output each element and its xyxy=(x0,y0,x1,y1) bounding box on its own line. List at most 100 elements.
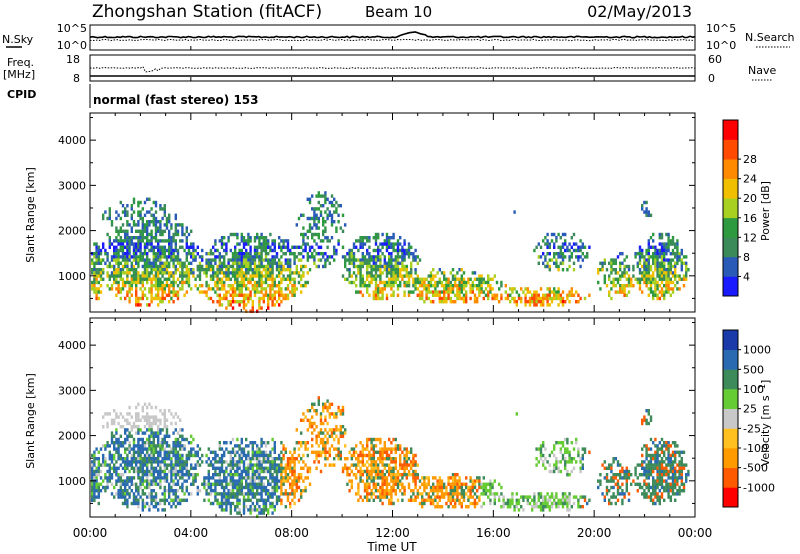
heatmap-cell xyxy=(157,239,160,243)
heatmap-cell xyxy=(253,476,257,480)
heatmap-cell xyxy=(458,290,461,294)
heatmap-cell xyxy=(179,428,182,432)
heatmap-cell xyxy=(223,476,226,480)
heatmap-cell xyxy=(260,296,263,301)
heatmap-cell xyxy=(306,229,309,233)
heatmap-cell xyxy=(315,207,318,211)
heatmap-cell xyxy=(242,466,246,470)
heatmap-cell xyxy=(157,431,160,435)
heatmap-cell xyxy=(187,457,191,461)
heatmap-cell xyxy=(443,271,446,275)
heatmap-cell xyxy=(108,210,111,214)
heatmap-cell xyxy=(214,284,217,288)
heatmap-cell xyxy=(436,271,439,275)
heatmap-cell xyxy=(218,482,221,486)
heatmap-cell xyxy=(130,428,133,432)
heatmap-cell xyxy=(216,268,219,272)
heatmap-cell xyxy=(106,258,109,262)
heatmap-cell xyxy=(212,463,215,467)
heatmap-cell xyxy=(616,255,620,259)
heatmap-cell xyxy=(621,274,624,278)
heatmap-cell xyxy=(445,485,448,490)
heatmap-cell xyxy=(245,287,248,291)
heatmap-cell xyxy=(172,479,175,483)
heatmap-cell xyxy=(238,261,241,265)
heatmap-cell xyxy=(425,482,428,486)
heatmap-cell xyxy=(456,277,459,281)
heatmap-cell xyxy=(249,255,252,259)
heatmap-cell xyxy=(407,469,411,474)
heatmap-cell xyxy=(220,239,224,243)
heatmap-cell xyxy=(176,460,180,464)
heatmap-cell xyxy=(168,248,171,253)
heatmap-cell xyxy=(654,457,657,461)
heatmap-cell xyxy=(366,248,369,253)
heatmap-cell xyxy=(443,293,446,297)
heatmap-cell xyxy=(218,252,221,256)
heatmap-cell xyxy=(218,261,221,265)
heatmap-cell xyxy=(163,290,166,294)
heatmap-cell xyxy=(484,293,488,297)
heatmap-cell xyxy=(682,450,686,454)
heatmap-cell xyxy=(247,287,250,291)
heatmap-cell xyxy=(258,479,261,483)
heatmap-cell xyxy=(539,287,543,291)
heatmap-cell xyxy=(168,236,171,240)
heatmap-cell xyxy=(625,293,628,297)
heatmap-cell xyxy=(152,258,155,262)
heatmap-cell xyxy=(218,473,221,477)
heatmap-cell xyxy=(152,450,155,454)
heatmap-cell xyxy=(238,473,241,477)
heatmap-cell xyxy=(249,293,252,297)
heatmap-cell xyxy=(374,284,378,288)
heatmap-cell xyxy=(638,252,642,256)
heatmap-cell xyxy=(113,469,116,474)
heatmap-cell xyxy=(143,226,147,230)
heatmap-cell xyxy=(179,264,182,269)
heatmap-cell xyxy=(381,290,384,294)
heatmap-cell xyxy=(172,277,175,281)
heatmap-cell xyxy=(341,405,345,410)
heatmap-cell xyxy=(223,479,226,483)
heatmap-cell xyxy=(192,476,195,480)
heatmap-cell xyxy=(258,277,261,281)
heatmap-cell xyxy=(652,255,655,259)
heatmap-cell xyxy=(434,485,437,490)
heatmap-cell xyxy=(361,284,364,288)
heatmap-cell xyxy=(121,264,125,269)
heatmap-cell xyxy=(258,261,261,265)
heatmap-cell xyxy=(355,466,358,470)
heatmap-cell xyxy=(656,258,659,262)
heatmap-cell xyxy=(500,296,503,301)
heatmap-cell xyxy=(374,271,378,275)
heatmap-cell xyxy=(616,460,620,464)
heatmap-cell xyxy=(326,437,329,442)
heatmap-cell xyxy=(245,444,248,448)
heatmap-cell xyxy=(570,290,573,294)
heatmap-cell xyxy=(174,242,177,246)
heatmap-cell xyxy=(253,290,257,294)
heatmap-cell xyxy=(368,261,371,265)
heatmap-cell xyxy=(656,479,659,483)
heatmap-cell xyxy=(363,236,367,240)
heatmap-cell xyxy=(300,466,303,470)
heatmap-cell xyxy=(546,303,549,307)
heatmap-cell xyxy=(418,290,422,294)
heatmap-cell xyxy=(267,252,270,256)
heatmap-cell xyxy=(663,264,666,269)
heatmap-cell xyxy=(669,466,672,470)
heatmap-cell xyxy=(157,248,160,253)
heatmap-cell xyxy=(638,271,642,275)
heatmap-cell xyxy=(141,236,144,240)
heatmap-cell xyxy=(504,296,507,301)
heatmap-cell xyxy=(381,232,384,237)
heatmap-cell xyxy=(258,463,261,467)
heatmap-cell xyxy=(247,236,250,240)
heatmap-cell xyxy=(238,447,241,451)
heatmap-cell xyxy=(368,284,371,288)
heatmap-cell xyxy=(174,229,177,233)
heatmap-cell xyxy=(95,469,98,474)
heatmap-cell xyxy=(667,489,670,493)
heatmap-cell xyxy=(91,268,94,272)
heatmap-cell xyxy=(346,457,349,461)
